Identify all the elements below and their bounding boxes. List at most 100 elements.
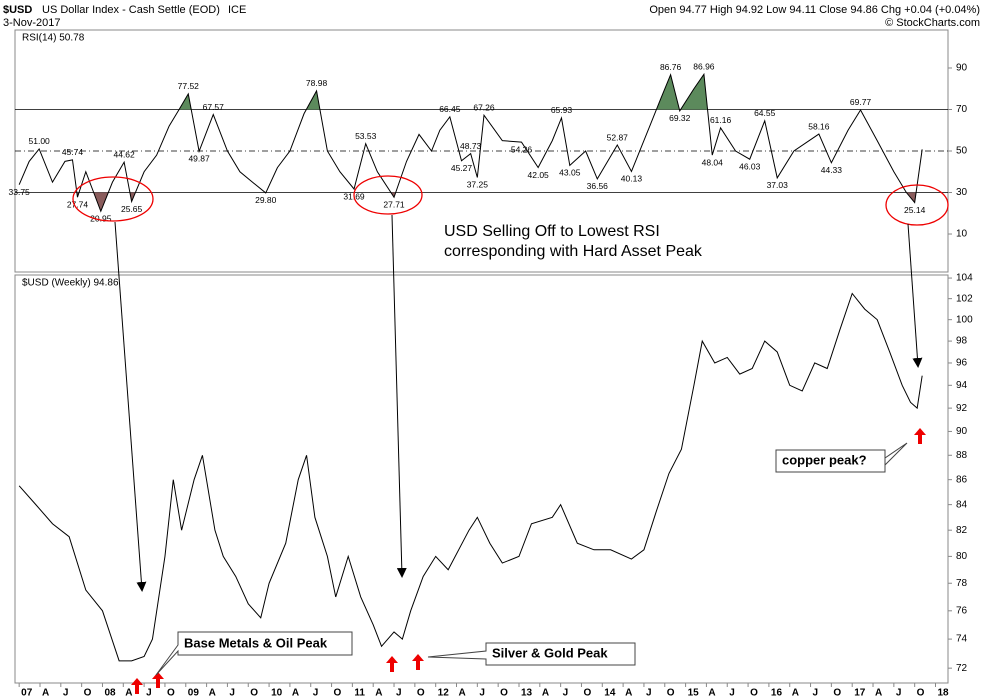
value-label: 49.87 — [188, 154, 210, 164]
arrow — [391, 214, 407, 578]
highlight-ellipse — [353, 175, 423, 215]
value-label: 43.05 — [559, 168, 581, 178]
y-tick-label: 98 — [956, 336, 968, 347]
value-label: 37.25 — [467, 180, 489, 190]
y-tick-label: 90 — [956, 63, 968, 74]
series-line — [18, 72, 923, 213]
x-tick-label: J — [646, 688, 652, 699]
x-tick-label: J — [729, 688, 735, 699]
value-label: 61.16 — [710, 115, 732, 125]
x-tick-label: 14 — [604, 688, 616, 699]
value-label: 65.93 — [551, 105, 573, 115]
y-tick-label: 90 — [956, 426, 968, 437]
x-tick-label: O — [833, 688, 841, 699]
callout: copper peak? — [782, 452, 867, 467]
x-tick-label: O — [500, 688, 508, 699]
value-label: 46.03 — [739, 161, 761, 171]
y-tick-label: 30 — [956, 187, 968, 198]
value-label: 77.52 — [178, 81, 200, 91]
callout-box — [775, 442, 908, 473]
x-tick-label: A — [542, 688, 549, 699]
x-tick-label: 16 — [771, 688, 783, 699]
x-tick-label: J — [479, 688, 485, 699]
value-label: 86.76 — [660, 62, 682, 72]
x-tick-label: O — [167, 688, 175, 699]
y-tick-label: 78 — [956, 578, 968, 589]
value-label: 44.62 — [113, 149, 135, 159]
value-label: 69.77 — [850, 97, 872, 107]
callout-box — [155, 631, 353, 676]
exchange: ICE — [228, 4, 246, 16]
y-tick-label: 92 — [956, 403, 968, 414]
x-tick-label: A — [875, 688, 882, 699]
y-tick-label: 82 — [956, 525, 968, 536]
price-panel — [14, 274, 949, 684]
x-tick-label: 17 — [854, 688, 866, 699]
y-tick-label: 84 — [956, 499, 968, 510]
value-label: 64.55 — [754, 108, 776, 118]
x-tick-label: A — [42, 688, 49, 699]
value-label: 25.14 — [904, 205, 926, 215]
y-tick-label: 86 — [956, 474, 968, 485]
x-tick-label: O — [667, 688, 675, 699]
instrument-name: US Dollar Index - Cash Settle (EOD) — [42, 4, 220, 16]
value-label: 25.65 — [121, 204, 143, 214]
x-tick-label: A — [625, 688, 632, 699]
value-label: 78.98 — [306, 78, 328, 88]
value-label: 33.75 — [9, 187, 31, 197]
y-tick-label: 80 — [956, 551, 968, 562]
y-tick-label: 88 — [956, 450, 968, 461]
y-tick-label: 100 — [956, 314, 973, 325]
highlight-ellipse — [885, 184, 949, 226]
x-tick-label: 10 — [271, 688, 283, 699]
value-label: 53.53 — [355, 131, 377, 141]
value-label: 67.57 — [203, 102, 225, 112]
x-tick-label: O — [84, 688, 92, 699]
price-legend: $USD (Weekly) 94.86 — [22, 278, 119, 289]
x-tick-label: J — [313, 688, 319, 699]
x-tick-label: O — [334, 688, 342, 699]
value-label: 27.74 — [67, 199, 89, 209]
x-tick-label: A — [125, 688, 132, 699]
value-label: 69.32 — [669, 113, 691, 123]
x-tick-label: J — [229, 688, 235, 699]
x-tick-label: A — [792, 688, 799, 699]
x-tick-label: 15 — [688, 688, 700, 699]
value-label: 37.03 — [767, 180, 789, 190]
value-label: 40.13 — [621, 174, 643, 184]
value-label: 66.45 — [439, 104, 461, 114]
value-label: 48.04 — [702, 157, 724, 167]
highlight-ellipse — [72, 176, 154, 222]
x-tick-label: J — [813, 688, 819, 699]
value-label: 29.80 — [255, 195, 277, 205]
date: 3-Nov-2017 — [3, 17, 60, 29]
value-label: 86.96 — [693, 62, 715, 72]
y-tick-label: 96 — [956, 358, 968, 369]
callout: Silver & Gold Peak — [492, 645, 608, 660]
y-tick-label: 94 — [956, 380, 968, 391]
y-tick-label: 76 — [956, 605, 968, 616]
value-label: 42.05 — [528, 170, 550, 180]
x-tick-label: O — [917, 688, 925, 699]
arrow — [114, 221, 147, 592]
callout-box — [427, 642, 636, 666]
x-tick-label: O — [583, 688, 591, 699]
series-line — [18, 292, 923, 662]
credit: © StockCharts.com — [885, 17, 980, 29]
callout: Base Metals & Oil Peak — [184, 635, 328, 650]
x-tick-label: J — [896, 688, 902, 699]
y-tick-label: 50 — [956, 146, 968, 157]
x-tick-label: O — [750, 688, 758, 699]
quote: Open 94.77 High 94.92 Low 94.11 Close 94… — [649, 4, 980, 16]
value-label: 54.26 — [511, 144, 533, 154]
x-tick-label: 18 — [938, 688, 950, 699]
y-tick-label: 104 — [956, 273, 973, 284]
headline: USD Selling Off to Lowest RSI — [444, 223, 660, 240]
x-tick-label: A — [375, 688, 382, 699]
value-label: 20.95 — [90, 214, 112, 224]
value-label: 45.27 — [451, 163, 473, 173]
x-tick-label: J — [563, 688, 569, 699]
x-tick-label: 12 — [438, 688, 450, 699]
x-tick-label: O — [417, 688, 425, 699]
x-tick-label: J — [146, 688, 152, 699]
